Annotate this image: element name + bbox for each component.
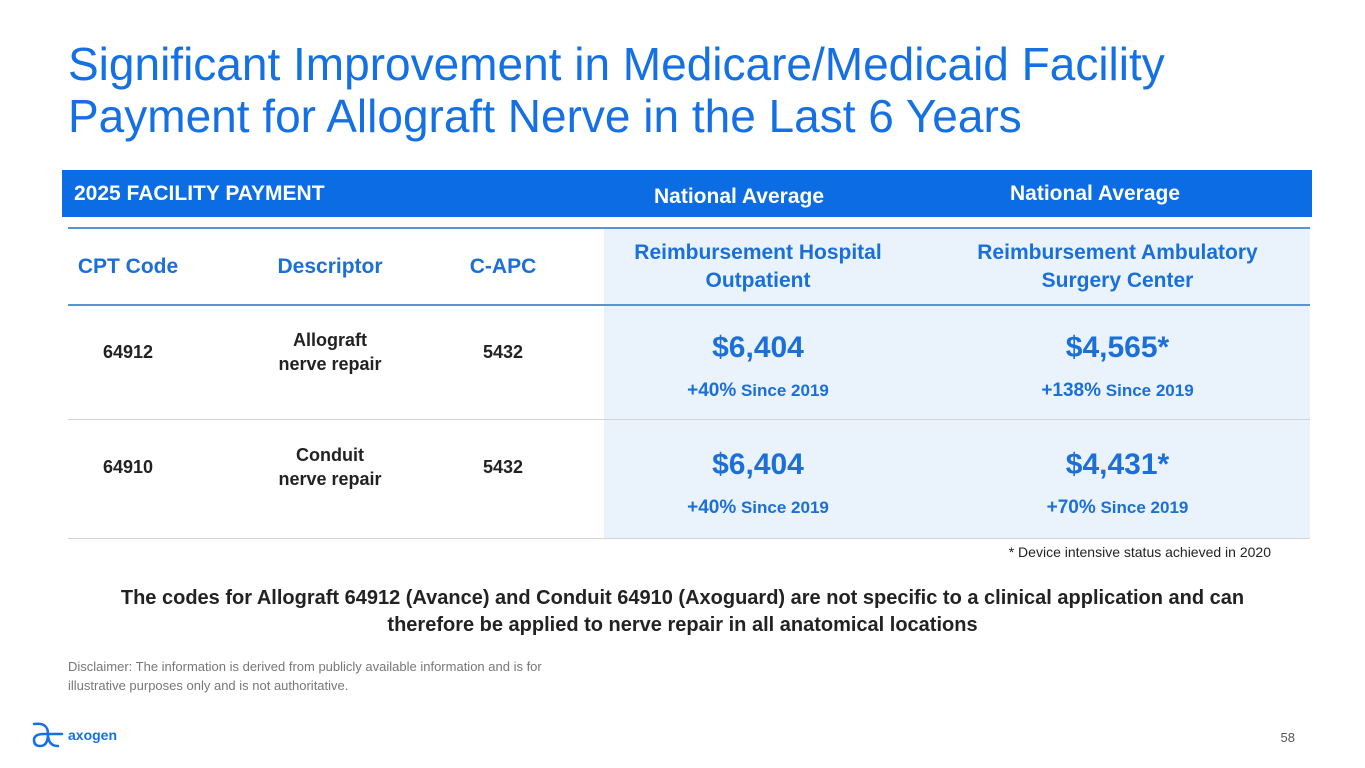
hop-since: Since 2019 <box>740 498 829 517</box>
asc-value: $4,565* +138% Since 2019 <box>935 330 1300 402</box>
hop-amount: $6,404 <box>712 448 804 481</box>
asc-since: Since 2019 <box>1105 381 1194 400</box>
hop-since: Since 2019 <box>740 381 829 400</box>
header-capc: C-APC <box>469 255 537 278</box>
banner-national-average-hop: National Average <box>654 185 824 208</box>
hop-pct: +40% <box>687 380 737 401</box>
divider <box>68 419 1310 420</box>
header-hop: Reimbursement Hospital Outpatient <box>634 241 882 292</box>
asc-change: +138% Since 2019 <box>1041 380 1193 402</box>
asc-pct: +138% <box>1041 380 1102 401</box>
divider <box>68 538 1310 539</box>
asc-amount: $4,431* <box>1065 448 1170 481</box>
hop-pct: +40% <box>687 497 737 518</box>
reimbursement-shade <box>604 228 1310 538</box>
header-cpt: CPT Code <box>77 255 179 278</box>
asc-pct: +70% <box>1046 497 1096 518</box>
descriptor: Allograft nerve repair <box>250 306 410 398</box>
asc-amount: $4,565* <box>1065 331 1170 364</box>
capc: 5432 <box>482 342 524 362</box>
hop-value: $6,404 +40% Since 2019 <box>630 447 886 519</box>
divider <box>68 304 1310 306</box>
descriptor: Conduit nerve repair <box>250 421 410 513</box>
axogen-logo: axogen <box>30 720 117 750</box>
descriptor-line: nerve repair <box>278 469 382 489</box>
footnote: * Device intensive status achieved in 20… <box>1008 544 1271 560</box>
axogen-logo-icon <box>32 722 64 748</box>
asc-change: +70% Since 2019 <box>1047 497 1189 519</box>
banner-label: 2025 FACILITY PAYMENT <box>74 182 325 205</box>
asc-value: $4,431* +70% Since 2019 <box>935 447 1300 519</box>
descriptor-line: Allograft <box>293 330 367 350</box>
banner-national-average-asc: National Average <box>1010 182 1180 205</box>
logo-text: axogen <box>68 727 118 743</box>
hop-change: +40% Since 2019 <box>687 380 829 402</box>
asc-since: Since 2019 <box>1100 498 1189 517</box>
disclaimer: Disclaimer: The information is derived f… <box>68 659 542 693</box>
table-banner: 2025 FACILITY PAYMENT National Average N… <box>62 170 1312 217</box>
hop-amount: $6,404 <box>712 331 804 364</box>
summary-text: The codes for Allograft 64912 (Avance) a… <box>120 587 1245 636</box>
descriptor-line: Conduit <box>296 445 364 465</box>
cpt-code: 64910 <box>102 457 154 477</box>
hop-change: +40% Since 2019 <box>687 497 829 519</box>
divider <box>68 227 1310 229</box>
header-descriptor: Descriptor <box>277 255 383 278</box>
page-number: 58 <box>1280 730 1295 745</box>
header-asc: Reimbursement Ambulatory Surgery Center <box>977 241 1258 292</box>
capc: 5432 <box>482 457 524 477</box>
descriptor-line: nerve repair <box>278 354 382 374</box>
hop-value: $6,404 +40% Since 2019 <box>630 330 886 402</box>
slide-title: Significant Improvement in Medicare/Medi… <box>68 38 1165 142</box>
cpt-code: 64912 <box>102 342 154 362</box>
